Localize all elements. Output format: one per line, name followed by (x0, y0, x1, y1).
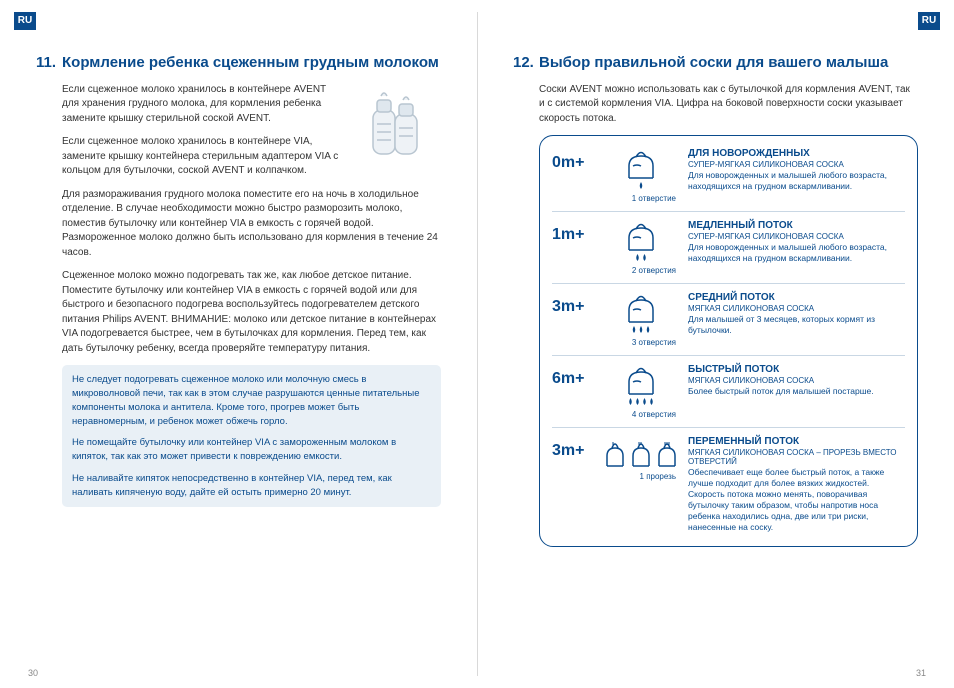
warning-para: Не помещайте бутылочку или контейнер VIA… (72, 436, 431, 464)
nipple-description: БЫСТРЫЙ ПОТОК МЯГКАЯ СИЛИКОНОВАЯ СОСКА Б… (688, 364, 905, 397)
flow-subtitle: МЯГКАЯ СИЛИКОНОВАЯ СОСКА (688, 304, 905, 313)
nipple-row: 3m+ 3 отверстия СРЕДНИЙ ПОТОК МЯГКАЯ СИЛ… (552, 284, 905, 356)
warning-para: Не наливайте кипяток непосредственно в к… (72, 472, 431, 500)
nipple-description: МЕДЛЕННЫЙ ПОТОК СУПЕР-МЯГКАЯ СИЛИКОНОВАЯ… (688, 220, 905, 264)
nipple-row: 6m+ 4 отверстия БЫСТРЫЙ ПОТОК МЯГКАЯ СИЛ… (552, 356, 905, 428)
nipple-description: ДЛЯ НОВОРОЖДЕННЫХ СУПЕР-МЯГКАЯ СИЛИКОНОВ… (688, 148, 905, 192)
holes-label: 1 прорезь (602, 472, 680, 481)
nipple-icon: 2 отверстия (602, 220, 680, 275)
para: Соски AVENT можно использовать как с бут… (539, 83, 918, 127)
section-12-body: Соски AVENT можно использовать как с бут… (513, 83, 918, 547)
flow-subtitle: МЯГКАЯ СИЛИКОНОВАЯ СОСКА – ПРОРЕЗЬ ВМЕСТ… (688, 448, 905, 466)
section-11-heading: 11. Кормление ребенка сцеженным грудным … (36, 54, 441, 73)
section-title: Выбор правильной соски для вашего малыша (539, 54, 918, 73)
lang-tag: RU (14, 12, 36, 30)
flow-text: Для малышей от 3 месяцев, которых кормят… (688, 314, 905, 336)
para: Сцеженное молоко можно подогревать так ж… (62, 269, 441, 356)
holes-label: 2 отверстия (602, 266, 680, 275)
section-number: 11. (36, 54, 62, 73)
age-label: 1m+ (552, 220, 594, 244)
holes-label: 3 отверстия (602, 338, 680, 347)
flow-text: Для новорожденных и малышей любого возра… (688, 170, 905, 192)
page-number: 31 (916, 668, 926, 678)
warning-box: Не следует подогревать сцеженное молоко … (62, 365, 441, 507)
flow-title: СРЕДНИЙ ПОТОК (688, 292, 905, 303)
nipple-icon: 3 отверстия (602, 292, 680, 347)
nipple-icon: 4 отверстия (602, 364, 680, 419)
section-11-body: Если сцеженное молоко хранилось в контей… (36, 83, 441, 508)
age-label: 0m+ (552, 148, 594, 172)
nipple-row: 0m+ 1 отверстие ДЛЯ НОВОРОЖДЕННЫХ СУПЕР-… (552, 140, 905, 212)
flow-title: МЕДЛЕННЫЙ ПОТОК (688, 220, 905, 231)
nipple-description: СРЕДНИЙ ПОТОК МЯГКАЯ СИЛИКОНОВАЯ СОСКА Д… (688, 292, 905, 336)
flow-subtitle: МЯГКАЯ СИЛИКОНОВАЯ СОСКА (688, 376, 905, 385)
para: Для размораживания грудного молока помес… (62, 188, 441, 261)
flow-title: БЫСТРЫЙ ПОТОК (688, 364, 905, 375)
nipple-row: 3m+ 1 прорезь ПЕРЕМЕННЫЙ ПОТОК МЯГКАЯ СИ… (552, 428, 905, 541)
nipple-description: ПЕРЕМЕННЫЙ ПОТОК МЯГКАЯ СИЛИКОНОВАЯ СОСК… (688, 436, 905, 533)
flow-subtitle: СУПЕР-МЯГКАЯ СИЛИКОНОВАЯ СОСКА (688, 160, 905, 169)
section-title: Кормление ребенка сцеженным грудным моло… (62, 54, 441, 73)
flow-text: Обеспечивает еще более быстрый поток, а … (688, 467, 905, 533)
section-12-heading: 12. Выбор правильной соски для вашего ма… (513, 54, 918, 73)
page-number: 30 (28, 668, 38, 678)
nipple-icon: 1 отверстие (602, 148, 680, 203)
flow-title: ПЕРЕМЕННЫЙ ПОТОК (688, 436, 905, 447)
age-label: 3m+ (552, 292, 594, 316)
lang-tag: RU (918, 12, 940, 30)
age-label: 3m+ (552, 436, 594, 460)
flow-subtitle: СУПЕР-МЯГКАЯ СИЛИКОНОВАЯ СОСКА (688, 232, 905, 241)
flow-title: ДЛЯ НОВОРОЖДЕННЫХ (688, 148, 905, 159)
page-left: RU 11. Кормление ребенка сцеженным грудн… (0, 0, 477, 688)
age-label: 6m+ (552, 364, 594, 388)
nipple-row: 1m+ 2 отверстия МЕДЛЕННЫЙ ПОТОК СУПЕР-МЯ… (552, 212, 905, 284)
nipple-icon: 1 прорезь (602, 436, 680, 481)
holes-label: 1 отверстие (602, 194, 680, 203)
nipple-selection-table: 0m+ 1 отверстие ДЛЯ НОВОРОЖДЕННЫХ СУПЕР-… (539, 135, 918, 546)
flow-text: Более быстрый поток для малышей постарше… (688, 386, 905, 397)
bottles-illustration (349, 83, 441, 169)
warning-para: Не следует подогревать сцеженное молоко … (72, 373, 431, 428)
page-right: RU 12. Выбор правильной соски для вашего… (477, 0, 954, 688)
section-number: 12. (513, 54, 539, 73)
holes-label: 4 отверстия (602, 410, 680, 419)
flow-text: Для новорожденных и малышей любого возра… (688, 242, 905, 264)
